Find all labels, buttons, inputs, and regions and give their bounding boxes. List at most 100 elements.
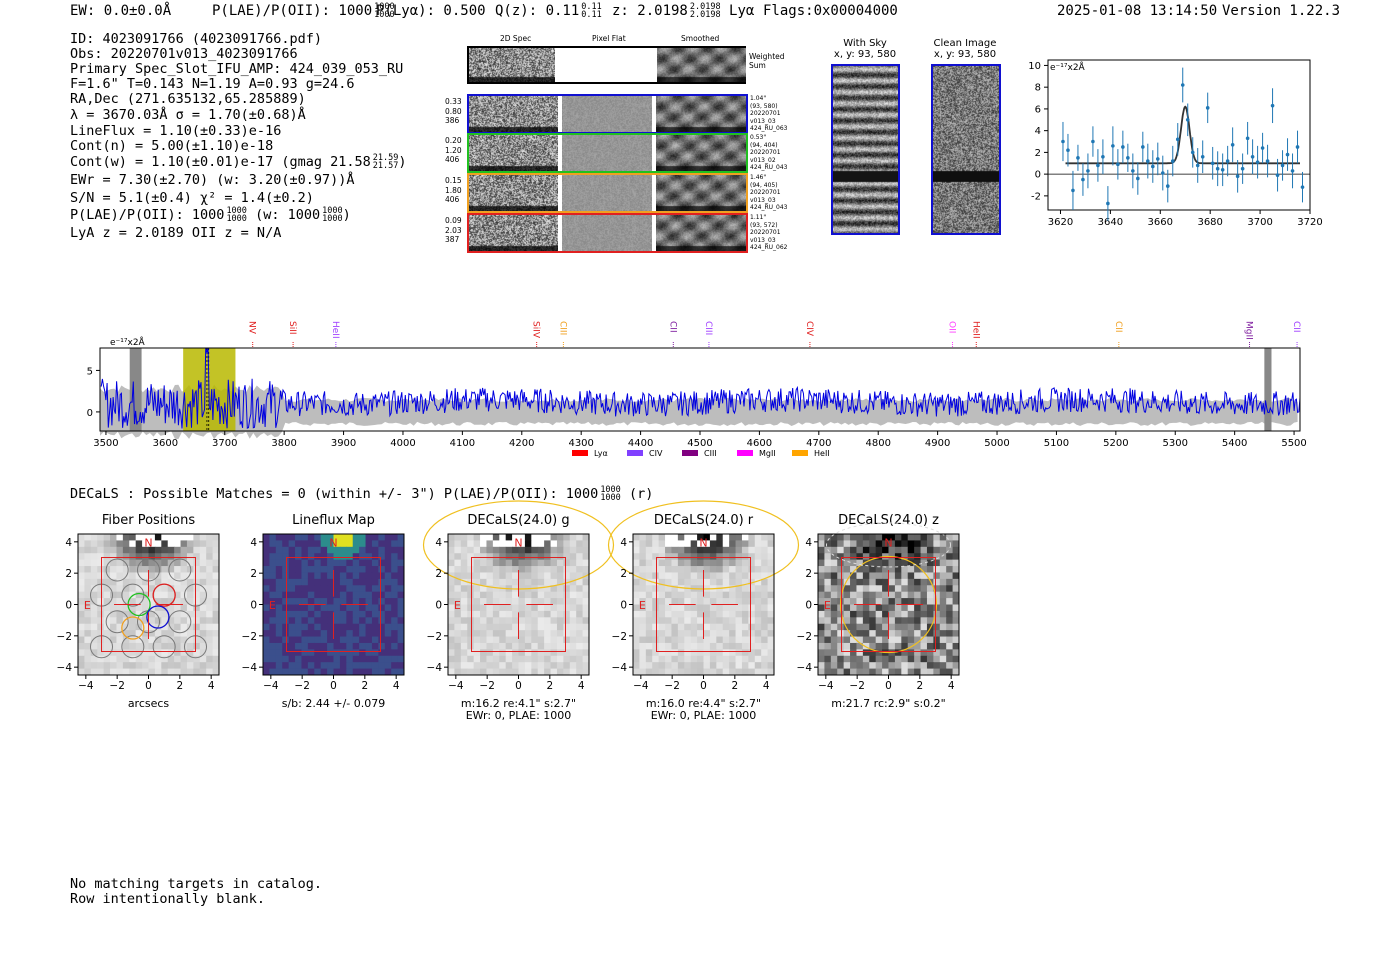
north-label: N	[144, 537, 152, 550]
cutout-pixel-flat	[562, 175, 652, 211]
decals-panel-label: EWr: 0, PLAE: 1000	[650, 709, 757, 722]
decals-ytick-label: −4	[427, 662, 443, 674]
north-label: N	[884, 537, 892, 550]
zoom-xtick-label: 3700	[1247, 217, 1272, 228]
decals-ytick-label: 4	[250, 537, 257, 549]
full-spectrum-chart: 0 5 3500 3600 3700 3800 3900 4000 4100 4200 4300 44…	[87, 321, 1307, 458]
decals-xtick-label: 2	[916, 680, 923, 692]
spectrum-xtick-label: 4700	[806, 438, 831, 449]
decals-panel-label: s/b: 2.44 +/- 0.079	[281, 697, 386, 710]
cutout-smoothed	[656, 175, 746, 211]
decals-ytick-label: 0	[805, 600, 812, 612]
decals-image	[448, 534, 590, 676]
search-box	[286, 557, 381, 652]
zoom-data-point	[1061, 139, 1065, 144]
weighted-sum-strip	[467, 46, 746, 84]
spectrum-line-id: SiII	[287, 321, 297, 335]
search-box	[841, 557, 936, 652]
fiber-circle	[105, 610, 129, 634]
spectrum-xtick-label: 5400	[1222, 438, 1247, 449]
decals-ytick-label: 2	[65, 568, 72, 580]
zoom-data-point	[1101, 154, 1105, 159]
spectrum-xtick-label: 5500	[1281, 438, 1306, 449]
decals-ytick-label: −4	[57, 662, 73, 674]
spectrum-line-id: NV	[247, 321, 257, 335]
info-contn: Cont(n) = 5.00(±1.10)e-18	[70, 138, 274, 154]
info-lineflux: LineFlux = 1.10(±0.33)e-16	[70, 123, 282, 139]
decals-image	[633, 534, 775, 676]
spectrum-line-id: HeII	[330, 321, 340, 339]
spectrum-legend-swatch	[682, 450, 698, 456]
search-box	[101, 557, 196, 652]
spectrum-xtick-label: 5100	[1044, 438, 1069, 449]
zoom-ylabel: e⁻¹⁷x2Å	[1050, 61, 1086, 73]
header-timestamp: 2025-01-08 13:14:50	[1057, 3, 1218, 19]
zoom-data-point	[1185, 117, 1190, 122]
col-header-2d-spec: 2D Spec	[500, 34, 532, 43]
zoom-ytick-label: 6	[1035, 104, 1041, 115]
spectrum-legend-label: HeII	[814, 449, 830, 458]
cutout-2d-spec	[469, 135, 558, 171]
cutout-2d-spec	[469, 175, 558, 211]
decals-panel-title: DECaLS(24.0) z	[838, 513, 939, 528]
decals-xtick-label: 0	[330, 680, 337, 692]
zoom-data-point	[1295, 145, 1300, 149]
zoom-xtick-label: 3660	[1148, 217, 1173, 228]
spectrum-xtick-label: 5300	[1163, 438, 1188, 449]
decals-xtick-label: −4	[263, 680, 279, 692]
decals-panel-label: m:16.0 re:4.4" s:2.7"	[645, 697, 762, 710]
spectrum-xtick-label: 3900	[331, 438, 356, 449]
decals-ytick-label: 0	[620, 600, 627, 612]
decals-xtick-label: 2	[546, 680, 553, 692]
zoom-xtick-label: 3680	[1197, 217, 1222, 228]
zoom-data-point	[1265, 159, 1270, 163]
spectrum-xtick-label: 3700	[212, 438, 237, 449]
fiber-circle	[152, 635, 176, 659]
decals-image	[263, 534, 405, 676]
zoom-ytick-label: 0	[1035, 170, 1041, 181]
cutout-row-info: 1.04" (93, 580) 20220701 v013_03 424_RU_063	[750, 95, 788, 132]
zoom-ytick-label: 2	[1035, 148, 1041, 159]
cutout-row-stats: 0.33 0.80 386	[445, 97, 462, 125]
zoom-data-point	[1180, 83, 1185, 87]
spectrum-line-id: CIV	[804, 321, 814, 337]
zoom-model-curve	[1065, 105, 1300, 165]
decals-xtick-label: 4	[578, 680, 585, 692]
zoom-data-point	[1106, 201, 1110, 206]
cutout-row-info: 1.11" (93, 572) 20220701 v013_03 424_RU_062	[750, 214, 788, 251]
info-sn: S/N = 5.1(±0.4) χ² = 1.4(±0.2)	[70, 190, 314, 206]
decals-panel-title: Fiber Positions	[101, 513, 196, 528]
fiber-circle	[168, 610, 192, 634]
spectrum-legend-swatch	[627, 450, 643, 456]
cutout-pixel-flat	[562, 215, 652, 251]
decals-xtick-label: −4	[78, 680, 94, 692]
info-radec: RA,Dec (271.635132,65.285889)	[70, 91, 306, 107]
search-box	[471, 557, 566, 652]
footer-row-blank: Row intentionally blank.	[70, 891, 266, 907]
zoom-data-point	[1190, 150, 1195, 155]
cutout-2d-spec	[469, 215, 558, 251]
fiber-circle-highlight	[121, 616, 145, 640]
zoom-data-point	[1205, 106, 1210, 110]
zoom-data-point	[1141, 145, 1145, 149]
zoom-data-point	[1225, 159, 1230, 163]
header-plae: P(LAE)/P(OII): 1000 1000 1000	[212, 2, 395, 20]
zoom-xtick-label: 3640	[1098, 217, 1123, 228]
zoom-data-point	[1210, 161, 1215, 166]
decals-ytick-label: 2	[805, 568, 812, 580]
zoom-data-point	[1121, 145, 1125, 149]
cutout-row-frame	[467, 173, 748, 213]
zoom-data-point	[1160, 171, 1165, 175]
zoom-data-point	[1230, 142, 1235, 147]
decals-xtick-label: −2	[664, 680, 679, 692]
spectrum-xtick-label: 4800	[865, 438, 890, 449]
zoom-data-point	[1076, 156, 1080, 160]
cutout-row-frame	[467, 133, 748, 173]
zoom-data-point	[1086, 169, 1090, 173]
footer-no-targets: No matching targets in catalog.	[70, 876, 322, 892]
header-z: z: 2.0198 2.0198 2.0198 Lyα	[612, 2, 755, 20]
info-lambda: λ = 3670.03Å σ = 1.70(±0.68)Å	[70, 107, 306, 123]
east-label: E	[269, 599, 276, 612]
decals-xtick-label: 4	[393, 680, 400, 692]
decals-ytick-label: 4	[435, 537, 442, 549]
